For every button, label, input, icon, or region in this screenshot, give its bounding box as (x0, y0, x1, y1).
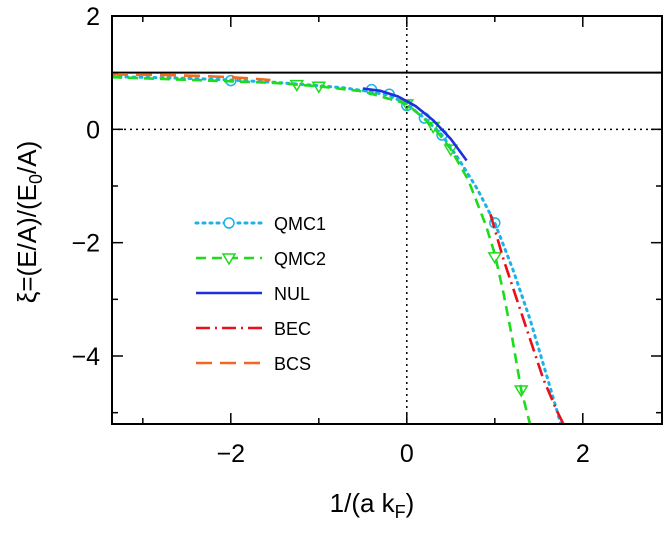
legend-label-nul: NUL (274, 284, 310, 304)
series-layer (112, 73, 565, 424)
y-axis-label: ξ=(E/A)/(E0/A) (12, 141, 46, 304)
legend-marker-qmc2 (221, 253, 237, 266)
series-qmc2-marker (513, 385, 529, 398)
legend-label-qmc1: QMC1 (274, 214, 326, 234)
axis-labels: 1/(a kF) ξ=(E/A)/(E0/A) (12, 141, 414, 522)
series-qmc2-marker (289, 79, 305, 93)
series-qmc1-marker (489, 217, 501, 229)
y-tick-label: 0 (86, 116, 100, 144)
y-tick-label: −4 (71, 343, 100, 371)
x-tick-label: 0 (400, 440, 414, 468)
series-bcs-line (112, 73, 271, 82)
plot-frame (111, 15, 663, 425)
legend-label-bcs: BCS (274, 354, 311, 374)
series-qmc2-marker (487, 252, 503, 265)
x-tick-label: 2 (576, 440, 590, 468)
series-qmc2-marker (425, 121, 441, 134)
reference-lines (112, 16, 662, 424)
legend-label-bec: BEC (274, 319, 311, 339)
series-qmc2-marker (311, 81, 327, 94)
legend-label-qmc2: QMC2 (274, 249, 326, 269)
series-nul-line (362, 87, 468, 162)
x-tick-label: −2 (217, 440, 246, 468)
series-bec-line (489, 213, 565, 424)
y-tick-label: 2 (86, 3, 100, 31)
series-group (112, 73, 565, 424)
series-qmc2-line (112, 75, 532, 424)
legend: QMC1 QMC2 NUL BEC BCS (194, 214, 326, 374)
y-tick-label: −2 (71, 230, 100, 258)
series-qmc2-marker (443, 144, 459, 157)
x-axis-label: 1/(a kF) (330, 488, 415, 522)
legend-marker-qmc1 (223, 217, 235, 229)
axes: −2 0 2 2 0 −2 −4 (71, 3, 663, 468)
